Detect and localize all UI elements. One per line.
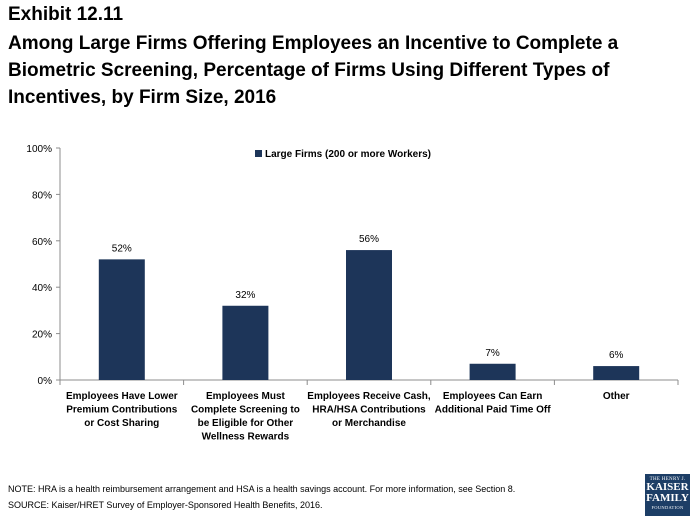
legend-swatch [255,150,262,157]
x-category-label: Employees Have Lower Premium Contribution… [66,391,178,429]
source-note: SOURCE: Kaiser/HRET Survey of Employer-S… [8,500,323,510]
x-category-label: Employees Can Earn Additional Paid Time O… [435,391,552,416]
y-tick-label: 20% [32,330,52,341]
data-label: 52% [112,243,132,254]
bar [222,305,269,380]
footnote: NOTE: HRA is a health reimbursement arra… [8,484,516,494]
bar [593,366,640,380]
data-label: 6% [609,350,624,361]
y-tick-label: 40% [32,283,52,294]
data-label: 32% [235,290,255,301]
y-tick-label: 80% [32,190,52,201]
bar [346,250,392,380]
bar [469,363,516,380]
y-tick-label: 0% [38,376,53,387]
y-tick-label: 60% [32,237,52,248]
kff-logo: THE HENRY J. KAISER FAMILY FOUNDATION [645,474,690,516]
chart-title: Among Large Firms Offering Employees an … [8,33,619,108]
legend-label: Large Firms (200 or more Workers) [265,149,431,160]
bar-chart: 0% 20% 40% 60% 80% 100% 52% Employees Have Lowe… [26,144,679,443]
data-label: 7% [485,348,500,359]
x-category-label: Employees Must Complete Screening to be El… [191,391,300,443]
bar [98,259,145,380]
data-label: 56% [359,234,379,245]
exhibit-number: Exhibit 12.11 [8,4,124,25]
x-category-label: Employees Receive Cash, HRA/HSA Contribut… [307,391,431,429]
y-tick-label: 100% [26,144,52,155]
x-category-label: Other [603,391,630,402]
